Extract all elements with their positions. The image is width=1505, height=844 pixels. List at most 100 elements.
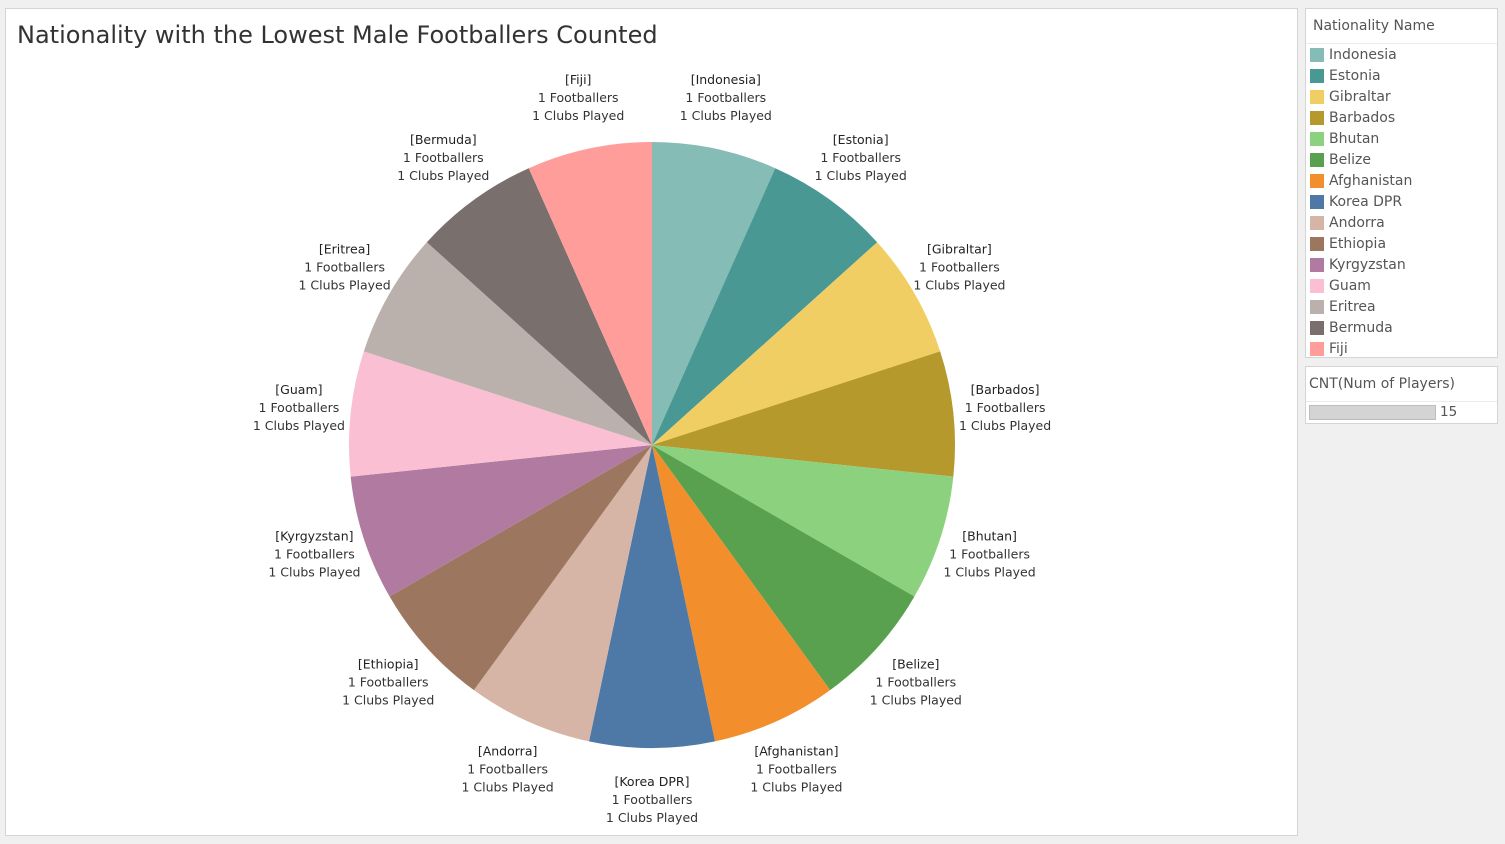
pie-slice[interactable] [349, 351, 652, 477]
slice-label: [Belize] 1 Footballers 1 Clubs Played [870, 657, 962, 708]
legend-list: Indonesia Estonia Gibraltar Barbados Bhutan B… [1306, 44, 1497, 359]
slice-label-footballers: 1 Footballers [612, 792, 693, 807]
slice-label-footballers: 1 Footballers [756, 761, 837, 776]
slice-label-clubs: 1 Clubs Played [913, 278, 1005, 293]
slice-label-footballers: 1 Footballers [949, 547, 1030, 562]
slice-label-footballers: 1 Footballers [965, 400, 1046, 415]
legend-item[interactable]: Andorra [1306, 212, 1497, 233]
pie-chart[interactable]: [Indonesia] 1 Footballers 1 Clubs Played [E… [6, 9, 1299, 837]
slice-label-name: [Bermuda] [410, 132, 477, 147]
size-legend-value: 15 [1440, 404, 1458, 420]
legend-item-label: Andorra [1329, 214, 1385, 231]
slice-label-clubs: 1 Clubs Played [299, 278, 391, 293]
pie-slice[interactable] [652, 445, 954, 597]
legend-swatch [1310, 278, 1324, 293]
legend-item[interactable]: Eritrea [1306, 296, 1497, 317]
slice-label-name: [Eritrea] [319, 242, 370, 257]
legend-item-label: Ethiopia [1329, 235, 1387, 252]
slice-label: [Barbados] 1 Footballers 1 Clubs Played [959, 382, 1051, 433]
pie-slice[interactable] [652, 445, 915, 691]
slice-label: [Eritrea] 1 Footballers 1 Clubs Played [299, 242, 391, 293]
legend-swatch [1310, 47, 1324, 62]
legend-item[interactable]: Indonesia [1306, 44, 1497, 65]
slice-label: [Indonesia] 1 Footballers 1 Clubs Played [680, 72, 772, 123]
legend-item-label: Gibraltar [1329, 88, 1391, 105]
pie-slice[interactable] [652, 168, 878, 445]
size-legend-row: 15 [1306, 402, 1497, 422]
pie-slice[interactable] [652, 445, 831, 742]
legend-item[interactable]: Belize [1306, 149, 1497, 170]
pie-slice[interactable] [363, 242, 652, 445]
slice-label: [Fiji] 1 Footballers 1 Clubs Played [532, 72, 624, 123]
legend-swatch [1310, 110, 1324, 125]
legend-item[interactable]: Barbados [1306, 107, 1497, 128]
legend-item-label: Korea DPR [1329, 193, 1403, 210]
legend-item[interactable]: Gibraltar [1306, 86, 1497, 107]
slice-label-clubs: 1 Clubs Played [680, 108, 772, 123]
slice-label-footballers: 1 Footballers [467, 761, 548, 776]
legend-swatch [1310, 131, 1324, 146]
slice-label: [Bermuda] 1 Footballers 1 Clubs Played [397, 132, 489, 183]
slice-label-clubs: 1 Clubs Played [959, 418, 1051, 433]
legend-swatch [1310, 236, 1324, 251]
legend-swatch [1310, 299, 1324, 314]
slice-label-name: [Kyrgyzstan] [275, 529, 353, 544]
slice-label-name: [Guam] [275, 382, 322, 397]
pie-slice[interactable] [350, 445, 652, 597]
slice-label-clubs: 1 Clubs Played [750, 779, 842, 794]
legend-item-label: Bermuda [1329, 319, 1393, 336]
size-legend: CNT(Num of Players) 15 [1305, 366, 1498, 424]
legend-item-label: Bhutan [1329, 130, 1380, 147]
legend-item[interactable]: Korea DPR [1306, 191, 1497, 212]
slice-label-footballers: 1 Footballers [538, 90, 619, 105]
legend-item[interactable]: Guam [1306, 275, 1497, 296]
slice-label-name: [Andorra] [478, 743, 538, 758]
legend-swatch [1310, 152, 1324, 167]
legend-item[interactable]: Afghanistan [1306, 170, 1497, 191]
slice-label: [Kyrgyzstan] 1 Footballers 1 Clubs Played [268, 529, 360, 580]
legend-item-label: Eritrea [1329, 298, 1376, 315]
slice-label-name: [Ethiopia] [358, 657, 419, 672]
legend-item-label: Indonesia [1329, 46, 1397, 63]
legend-swatch [1310, 215, 1324, 230]
legend-item[interactable]: Ethiopia [1306, 233, 1497, 254]
legend-item-label: Guam [1329, 277, 1371, 294]
slice-label-clubs: 1 Clubs Played [397, 168, 489, 183]
slice-label-name: [Gibraltar] [927, 242, 992, 257]
pie-slice[interactable] [652, 142, 776, 445]
legend-swatch [1310, 68, 1324, 83]
legend-swatch [1310, 257, 1324, 272]
legend-swatch [1310, 194, 1324, 209]
slice-label: [Andorra] 1 Footballers 1 Clubs Played [462, 743, 554, 794]
legend-swatch [1310, 89, 1324, 104]
slice-label-clubs: 1 Clubs Played [253, 418, 345, 433]
slice-label-name: [Fiji] [565, 72, 591, 87]
legend-item[interactable]: Fiji [1306, 338, 1497, 359]
slice-label-name: [Belize] [892, 657, 939, 672]
size-legend-bar [1309, 404, 1436, 420]
pie-slice[interactable] [652, 242, 941, 445]
legend-item[interactable]: Bermuda [1306, 317, 1497, 338]
pie-slice[interactable] [389, 445, 652, 691]
pie-slice[interactable] [589, 445, 715, 749]
slice-label-clubs: 1 Clubs Played [462, 779, 554, 794]
pie-slice[interactable] [528, 142, 652, 445]
chart-title: Nationality with the Lowest Male Footbal… [17, 21, 658, 49]
slice-label: [Estonia] 1 Footballers 1 Clubs Played [815, 132, 907, 183]
slice-label: [Gibraltar] 1 Footballers 1 Clubs Played [913, 242, 1005, 293]
pie-slice[interactable] [652, 351, 955, 477]
size-legend-title: CNT(Num of Players) [1306, 367, 1497, 402]
legend-item[interactable]: Bhutan [1306, 128, 1497, 149]
legend-item[interactable]: Estonia [1306, 65, 1497, 86]
pie-slice[interactable] [426, 168, 652, 445]
slice-label-name: [Barbados] [971, 382, 1040, 397]
slice-label-clubs: 1 Clubs Played [944, 565, 1036, 580]
legend-swatch [1310, 341, 1324, 356]
slice-label-footballers: 1 Footballers [403, 150, 484, 165]
pie-slice[interactable] [473, 445, 652, 742]
legend-item-label: Afghanistan [1329, 172, 1413, 189]
legend-item-label: Belize [1329, 151, 1371, 168]
slice-label: [Ethiopia] 1 Footballers 1 Clubs Played [342, 657, 434, 708]
slice-label-clubs: 1 Clubs Played [532, 108, 624, 123]
legend-item[interactable]: Kyrgyzstan [1306, 254, 1497, 275]
